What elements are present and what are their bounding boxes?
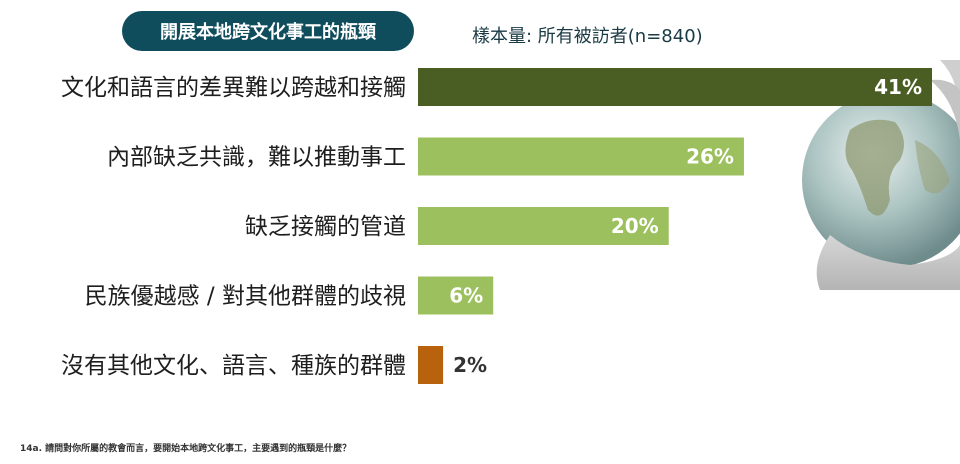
value-label-4: 6% [449,284,483,308]
globe-in-hand-image [790,60,960,290]
category-label-1: 文化和語言的差異難以跨越和接觸 [61,75,406,101]
chart-title: 開展本地跨文化事工的瓶頸 [122,11,414,51]
category-label-3: 缺乏接觸的管道 [245,214,406,240]
category-label-5: 沒有其他文化、語言、種族的群體 [61,353,406,379]
category-label-2: 內部缺乏共識，難以推動事工 [107,145,406,171]
category-label-4: 民族優越感 / 對其他群體的歧視 [85,284,406,310]
value-label-2: 26% [686,145,734,169]
bar-4 [418,276,494,315]
bar-chart: 文化和語言的差異難以跨越和接觸 41% 內部缺乏共識，難以推動事工 26% 缺乏接觸的管… [61,68,932,384]
bar-2 [418,137,744,176]
bar-1 [418,68,932,106]
value-label-5: 2% [453,353,487,377]
sample-size-note: 樣本量: 所有被訪者(n=840) [472,26,703,47]
value-label-3: 20% [611,214,659,238]
bar-5 [418,346,444,384]
value-label-1: 41% [874,75,922,99]
bar-3 [418,207,669,245]
survey-question-footnote: 14a. 請問對你所屬的教會而言，要開始本地跨文化事工，主要遇到的瓶頸是什麼？ [20,444,352,454]
